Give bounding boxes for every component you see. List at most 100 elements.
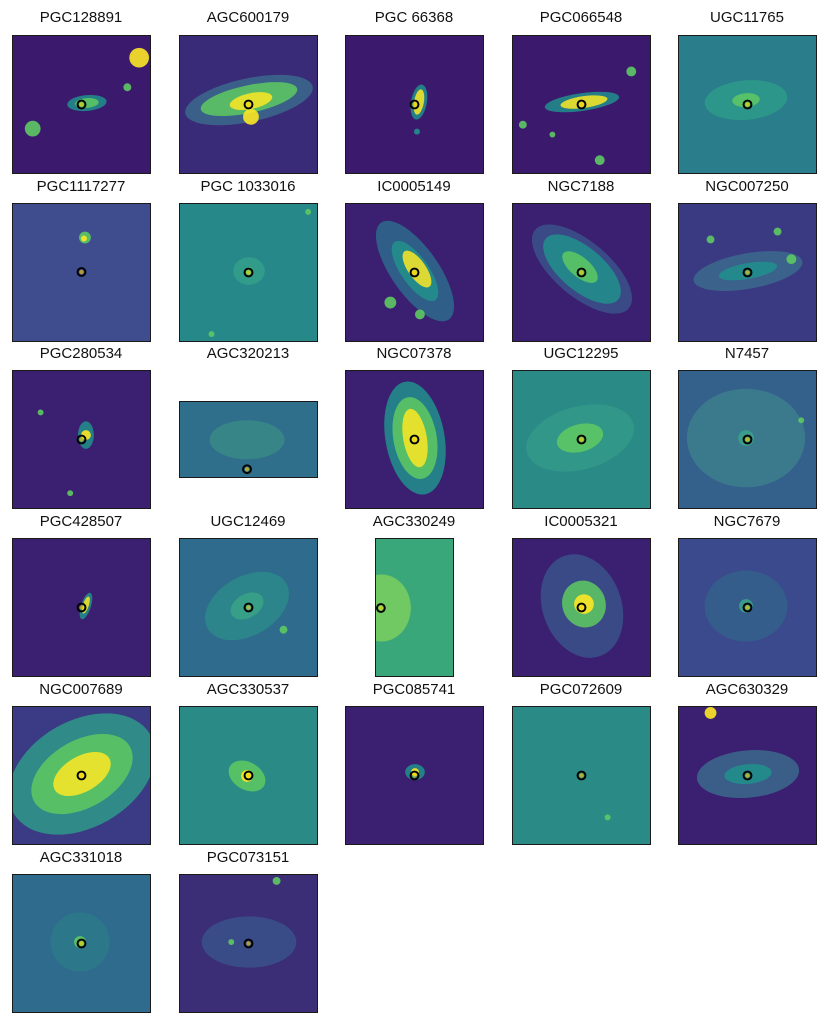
center-marker-core <box>412 102 417 107</box>
center-marker <box>76 267 87 277</box>
star-blob <box>626 66 637 77</box>
center-marker <box>742 267 753 278</box>
center-marker-core <box>579 773 584 778</box>
star-blob <box>798 417 805 424</box>
center-marker-core <box>246 773 251 778</box>
star-blob <box>37 409 44 416</box>
panel-title-pgc-1033016: PGC 1033016 <box>200 178 296 195</box>
center-marker-core <box>79 102 84 107</box>
center-marker-core <box>246 941 251 946</box>
panel-title-ngc7188: NGC7188 <box>547 178 615 195</box>
center-marker <box>76 938 87 949</box>
center-marker-core <box>745 437 750 442</box>
panel-title-ngc007250: NGC007250 <box>705 178 789 195</box>
center-marker-core <box>246 102 251 107</box>
center-marker <box>576 602 587 613</box>
center-marker <box>243 602 254 613</box>
center-marker-core <box>412 773 417 778</box>
star-blob <box>414 128 420 135</box>
panel-title-pgc428507: PGC428507 <box>39 513 123 530</box>
galaxy-image-agc330537 <box>179 706 318 845</box>
center-marker-core <box>79 773 84 778</box>
galaxy-image-pgc066548 <box>512 35 651 174</box>
star-blob <box>81 430 91 440</box>
panel-title-agc330537: AGC330537 <box>206 681 290 698</box>
center-marker <box>243 99 254 110</box>
center-marker <box>409 770 420 781</box>
galaxy-image-ngc7679 <box>678 538 817 677</box>
center-marker-core <box>745 270 750 275</box>
center-marker-core <box>79 605 84 610</box>
panel-title-ugc12295: UGC12295 <box>543 345 619 362</box>
center-marker-core <box>79 437 84 442</box>
center-marker <box>376 603 386 613</box>
center-marker <box>742 602 753 613</box>
star-blob <box>786 254 797 265</box>
panel-title-ngc07378: NGC07378 <box>376 345 452 362</box>
center-marker <box>576 770 587 781</box>
panel-title-ic0005321: IC0005321 <box>544 513 618 530</box>
center-marker-core <box>412 437 417 442</box>
center-marker-core <box>579 437 584 442</box>
galaxy-image-agc320213 <box>179 401 318 478</box>
star-blob <box>279 625 288 634</box>
center-marker-core <box>79 941 84 946</box>
star-blob <box>228 939 235 945</box>
center-marker <box>409 434 420 445</box>
galaxy-glow <box>82 596 90 614</box>
galaxy-image-agc600179 <box>179 35 318 174</box>
galaxy-image-ngc7188 <box>512 203 651 342</box>
panel-title-agc331018: AGC331018 <box>39 849 123 866</box>
center-marker <box>576 434 587 445</box>
panel-title-agc330249: AGC330249 <box>372 513 456 530</box>
panel-title-pgc-66368: PGC 66368 <box>374 9 454 26</box>
galaxy-image-ugc12295 <box>512 370 651 509</box>
panel-title-pgc128891: PGC128891 <box>39 9 123 26</box>
galaxy-glow <box>209 420 285 460</box>
star-blob <box>243 108 259 125</box>
galaxy-image-pgc-66368 <box>345 35 484 174</box>
galaxy-image-ngc07378 <box>345 370 484 509</box>
star-blob <box>706 235 715 244</box>
panel-title-ugc11765: UGC11765 <box>710 9 784 26</box>
center-marker <box>76 99 87 110</box>
galaxy-image-pgc085741 <box>345 706 484 845</box>
galaxy-image-ugc11765 <box>678 35 817 174</box>
galaxy-image-pgc073151 <box>179 874 318 1013</box>
center-marker <box>409 99 420 110</box>
panel-title-agc320213: AGC320213 <box>206 345 290 362</box>
center-marker <box>76 434 87 445</box>
star-blob <box>773 227 782 236</box>
center-marker <box>243 267 254 278</box>
panel-title-agc600179: AGC600179 <box>206 9 290 26</box>
center-marker-core <box>579 270 584 275</box>
center-marker <box>76 602 87 613</box>
center-marker <box>243 938 254 949</box>
center-marker-core <box>745 102 750 107</box>
panel-title-pgc073151: PGC073151 <box>206 849 290 866</box>
center-marker-core <box>412 270 417 275</box>
star-blob <box>594 155 605 166</box>
center-marker-core <box>378 605 384 611</box>
star-blob <box>305 208 312 215</box>
center-marker <box>576 267 587 278</box>
star-blob <box>208 331 215 338</box>
center-marker-core <box>246 605 251 610</box>
galaxy-image-ic0005149 <box>345 203 484 342</box>
galaxy-glow <box>562 251 598 283</box>
star-blob <box>704 707 717 719</box>
panel-title-ngc7679: NGC7679 <box>713 513 781 530</box>
star-blob <box>67 490 74 497</box>
panel-title-agc630329: AGC630329 <box>705 681 789 698</box>
galaxy-image-agc330249 <box>375 538 454 677</box>
center-marker-core <box>745 605 750 610</box>
panel-title-n7457: N7457 <box>724 345 770 362</box>
star-blob <box>414 309 425 320</box>
star-blob <box>272 876 281 885</box>
panel-title-ic0005149: IC0005149 <box>377 178 451 195</box>
panel-title-pgc066548: PGC066548 <box>539 9 623 26</box>
star-blob <box>604 814 611 821</box>
center-marker <box>409 267 420 278</box>
galaxy-image-agc630329 <box>678 706 817 845</box>
galaxy-image-pgc072609 <box>512 706 651 845</box>
